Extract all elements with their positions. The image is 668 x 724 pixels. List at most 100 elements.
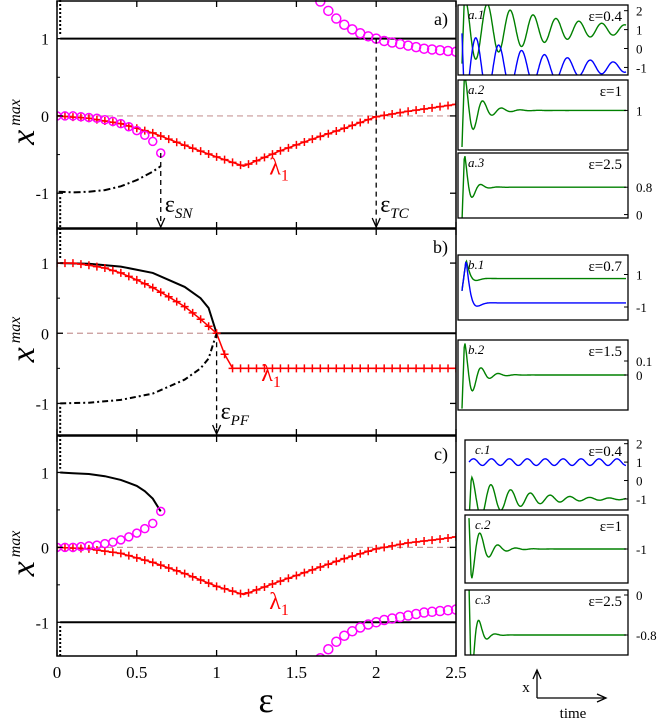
unstable-point: [116, 118, 126, 129]
lambda1-point: [164, 563, 173, 572]
lambda-label: λ1: [269, 589, 289, 619]
inset-epsilon: ε=1.5: [588, 344, 622, 360]
tc-point: [442, 605, 454, 616]
lambda1-point: [332, 557, 341, 566]
lambda1-point: [444, 364, 453, 373]
lambda1-point: [116, 119, 125, 128]
unstable-point: [148, 136, 158, 147]
tc-point: [450, 46, 456, 58]
lambda1-point: [132, 553, 141, 562]
tc-point: [426, 44, 438, 55]
lambda1-point: [268, 150, 277, 159]
marker-label: εTC: [380, 192, 409, 222]
lambda1-point: [172, 566, 181, 575]
inset-plot: [461, 259, 626, 307]
tc-point: [402, 40, 414, 51]
inset-tick-label: 0.1: [636, 354, 652, 369]
lambda1-point: [340, 364, 349, 373]
lambda1-point: [428, 536, 437, 545]
lambda1-point: [396, 108, 405, 117]
lambda-subscript: 1: [273, 374, 281, 391]
unstable-point: [116, 535, 126, 545]
lambda1-point: [244, 160, 253, 169]
lambda1-point: [212, 582, 221, 591]
lambda1-point: [380, 364, 389, 373]
lambda1-point: [196, 315, 205, 324]
lambda1-point: [404, 538, 413, 547]
lambda1-point: [148, 128, 157, 137]
y-tick-label: 1: [41, 256, 49, 273]
lambda1-point: [252, 156, 261, 165]
lambda1-point: [412, 537, 421, 546]
lambda1-point: [212, 152, 221, 161]
lambda1-point: [316, 364, 325, 373]
inset-a.3: a.3 ε=2.5 0.8 0: [457, 152, 652, 223]
tc-point: [434, 44, 446, 56]
tc-point: [331, 636, 342, 648]
tc-point: [386, 37, 398, 48]
lambda1-point: [356, 118, 365, 127]
upper-branch: [60, 262, 218, 334]
lambda1-point: [132, 275, 141, 284]
inset-tick-label: 1: [636, 455, 643, 470]
inset-tick-label: 0: [636, 474, 643, 489]
inset-tick-label: -1: [636, 542, 647, 557]
lambda1-point: [156, 561, 165, 570]
inset-plot: [461, 343, 626, 409]
tc-point: [386, 613, 398, 624]
lambda1-point: [452, 364, 456, 373]
inset-epsilon: ε=2.5: [588, 157, 622, 173]
lambda1-point: [228, 587, 237, 596]
lambda1-point: [420, 364, 429, 373]
lambda1-point: [276, 364, 285, 373]
tc-point: [378, 35, 390, 47]
inset-tick-label: -1: [636, 492, 647, 507]
inset-tick-label: 0: [636, 208, 643, 223]
lambda1-point: [148, 558, 157, 567]
lambda1-point: [236, 364, 245, 373]
unstable-point: [100, 538, 110, 549]
tc-point: [315, 652, 326, 656]
lambda1-point: [340, 124, 349, 133]
lambda1-point: [348, 552, 357, 561]
lambda1-point: [204, 579, 213, 588]
tc-point: [339, 630, 350, 642]
tc-point: [323, 5, 334, 17]
inset-c.2: c.2 ε=1 -1: [464, 514, 647, 584]
inset-tick-label: 0.8: [636, 180, 652, 195]
inset-epsilon: ε=0.7: [588, 259, 622, 275]
panel-label: c): [434, 444, 448, 465]
lambda1-point: [412, 106, 421, 115]
inset-tick-label: 0: [636, 588, 643, 603]
lambda1-point: [292, 571, 301, 580]
panel-label: a): [434, 9, 448, 30]
inset-b.1: b.1 ε=0.7 1 -1: [457, 254, 647, 321]
lambda1-point: [300, 138, 309, 147]
lambda1-point: [92, 545, 101, 554]
lambda1-point: [324, 364, 333, 373]
inset-tick-label: 1: [636, 23, 643, 38]
lambda1-point: [356, 549, 365, 558]
lower-branch: [58, 165, 162, 194]
inset-label: a.3: [468, 155, 485, 170]
lambda1-point: [396, 540, 405, 549]
inset-epsilon: ε=1: [600, 519, 622, 535]
lambda1-point: [396, 364, 405, 373]
lambda1-line: [57, 262, 456, 370]
lambda1-point: [436, 364, 445, 373]
tc-point: [402, 610, 414, 621]
marker-subscript: PF: [230, 413, 250, 429]
inset-label: c.3: [475, 592, 491, 607]
lambda1-point: [68, 259, 77, 268]
lambda1-point: [108, 548, 117, 557]
lambda1-point: [268, 364, 277, 373]
lambda1-point: [436, 102, 445, 111]
y-tick-label: 1: [41, 465, 49, 482]
inset-label: a.1: [468, 7, 484, 22]
lambda1-point: [100, 263, 109, 272]
lambda1-point: [276, 146, 285, 155]
inset-series-green: [461, 80, 626, 148]
panel-frame: [56, 0, 457, 229]
lambda1-point: [284, 143, 293, 152]
